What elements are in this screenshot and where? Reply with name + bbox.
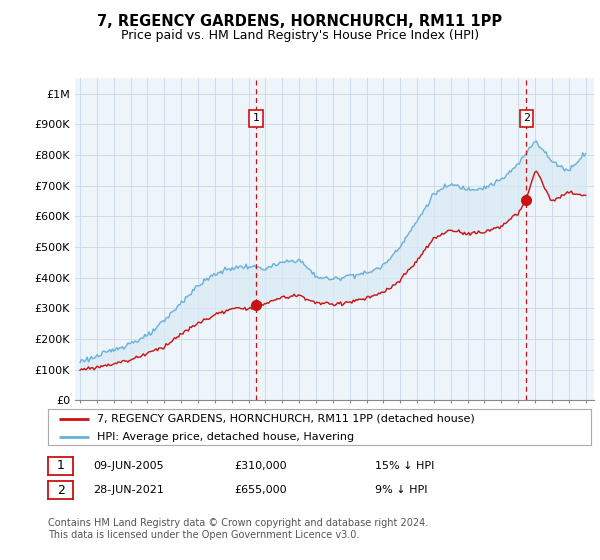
Text: £655,000: £655,000 xyxy=(234,485,287,495)
Text: 09-JUN-2005: 09-JUN-2005 xyxy=(93,461,164,471)
Text: 1: 1 xyxy=(253,113,259,123)
Text: Price paid vs. HM Land Registry's House Price Index (HPI): Price paid vs. HM Land Registry's House … xyxy=(121,29,479,42)
Text: Contains HM Land Registry data © Crown copyright and database right 2024.
This d: Contains HM Land Registry data © Crown c… xyxy=(48,518,428,540)
Text: 15% ↓ HPI: 15% ↓ HPI xyxy=(375,461,434,471)
Text: 2: 2 xyxy=(56,483,65,497)
Text: 2: 2 xyxy=(523,113,530,123)
Text: 9% ↓ HPI: 9% ↓ HPI xyxy=(375,485,427,495)
Text: 28-JUN-2021: 28-JUN-2021 xyxy=(93,485,164,495)
Text: 7, REGENCY GARDENS, HORNCHURCH, RM11 1PP (detached house): 7, REGENCY GARDENS, HORNCHURCH, RM11 1PP… xyxy=(97,414,475,424)
Text: 7, REGENCY GARDENS, HORNCHURCH, RM11 1PP: 7, REGENCY GARDENS, HORNCHURCH, RM11 1PP xyxy=(97,14,503,29)
Text: HPI: Average price, detached house, Havering: HPI: Average price, detached house, Have… xyxy=(97,432,354,442)
Text: 1: 1 xyxy=(56,459,65,473)
Text: £310,000: £310,000 xyxy=(234,461,287,471)
